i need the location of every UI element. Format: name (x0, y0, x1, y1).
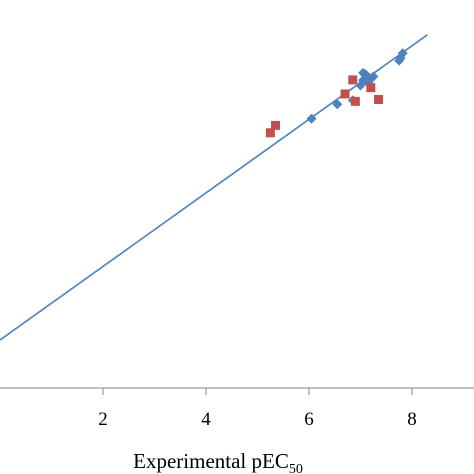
diamond-point (368, 71, 379, 82)
x-tick-label: 8 (407, 409, 417, 430)
square-point (340, 89, 350, 99)
data-points (265, 48, 408, 138)
square-point (348, 75, 358, 85)
x-axis-title-subscript: 50 (289, 462, 303, 474)
square-point (271, 120, 281, 130)
square-point (366, 83, 376, 93)
x-tick-label: 4 (201, 409, 211, 430)
diamond-point (306, 113, 317, 124)
x-tick-label: 6 (304, 409, 314, 430)
diamond-point (358, 67, 369, 78)
x-tick-label: 2 (98, 409, 108, 430)
square-point (265, 128, 275, 138)
square-point (350, 96, 360, 106)
x-axis-ticks: 246810 (98, 388, 417, 430)
x-axis-title: Experimental pEC50 (133, 449, 303, 474)
square-point (374, 95, 384, 104)
diamond-point (332, 99, 343, 110)
diamond-point (397, 48, 408, 59)
x-axis-title-main: Experimental pEC (133, 449, 289, 473)
